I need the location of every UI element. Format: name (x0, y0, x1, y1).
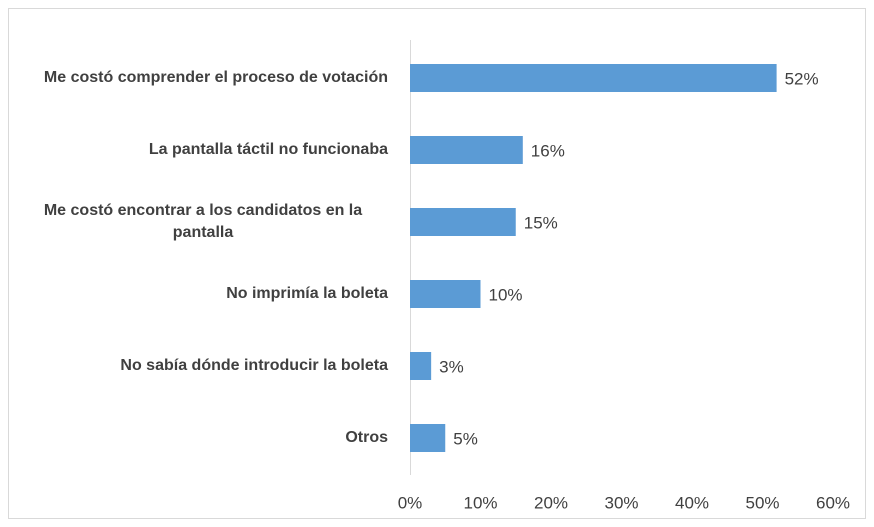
bar (410, 136, 523, 164)
category-label-box: La pantalla táctil no funcionaba (149, 139, 388, 161)
value-label: 16% (531, 141, 565, 160)
y-tick-label: Otros (345, 429, 388, 446)
x-tick-label: 0% (398, 493, 423, 512)
bar (410, 208, 516, 236)
value-label: 3% (439, 357, 464, 376)
x-tick-label: 50% (745, 493, 779, 512)
category-label-box: No sabía dónde introducir la boleta (120, 355, 388, 377)
y-tick-label: No sabía dónde introducir la boleta (120, 357, 388, 374)
bar (410, 352, 432, 380)
chart-border (8, 8, 866, 519)
value-label: 52% (785, 69, 819, 88)
x-tick-label: 10% (463, 493, 497, 512)
x-tick-label: 20% (534, 493, 568, 512)
x-tick-label: 40% (675, 493, 709, 512)
category-label-box: No imprimía la boleta (226, 283, 388, 305)
y-tick-label: Me costó comprender el proceso de votaci… (43, 69, 388, 86)
bar (410, 64, 777, 92)
category-label-box: Me costó comprender el proceso de votaci… (44, 67, 388, 89)
x-tick-label: 30% (604, 493, 638, 512)
bar (410, 424, 446, 452)
x-tick-label: 60% (816, 493, 850, 512)
category-label-box: Me costó encontrar a los candidatos en l… (18, 200, 388, 244)
value-label: 10% (489, 285, 523, 304)
y-tick-label: Me costó encontrar a los candidatos en l… (43, 202, 363, 241)
category-label-box: Otros (345, 427, 388, 449)
value-label: 5% (453, 429, 478, 448)
y-tick-label: La pantalla táctil no funcionaba (148, 141, 388, 158)
bar (410, 280, 481, 308)
value-label: 15% (524, 213, 558, 232)
y-tick-label: No imprimía la boleta (226, 285, 388, 302)
